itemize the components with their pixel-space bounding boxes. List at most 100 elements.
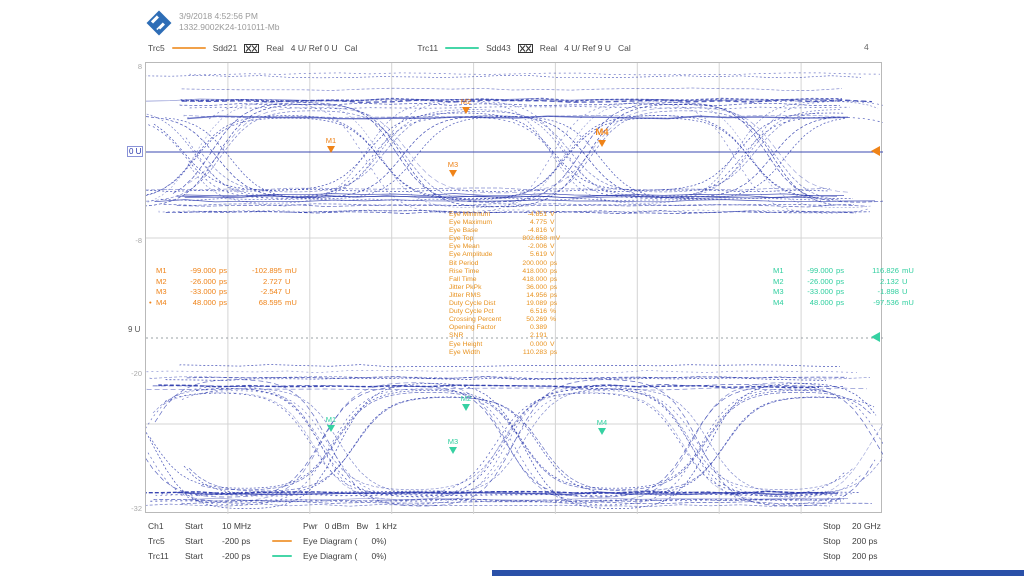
trace-color-swatch (272, 539, 292, 542)
marker-label: M3 (447, 437, 459, 446)
marker-triangle-icon (462, 107, 470, 114)
measurement-unit: % (550, 308, 557, 316)
marker-y-unit: mU (902, 266, 914, 275)
marker-active-indicator: • (149, 297, 152, 307)
marker-readout-row[interactable]: M3 -33.000 ps -2.547 U (149, 287, 302, 298)
measurement-value: 36.000 (526, 283, 547, 291)
trace-color-swatch (272, 554, 292, 557)
legend-trace-row[interactable]: Trc11 Sdd43 Real 4 U/ Ref 9 U Cal (417, 43, 630, 53)
stimulus-row[interactable]: Ch1 Start 10 MHz Pwr 0 dBm Bw 1 kHz Stop… (0, 518, 1024, 533)
measurement-label: Eye Top (449, 235, 474, 243)
marker-name: M4 (156, 297, 167, 307)
trc11-ref-level-label[interactable]: 9 U (128, 325, 141, 334)
measurement-label: Eye Minimum (449, 211, 491, 218)
stimulus-row[interactable]: Trc5 Start -200 ps Eye Diagram ( 0%) Sto… (0, 533, 1024, 548)
measurement-row: Fall Time 418.000 ps (449, 276, 563, 284)
measurement-unit: ps (550, 348, 558, 356)
legend-trace-row[interactable]: Trc5 Sdd21 Real 4 U/ Ref 0 U Cal (148, 43, 357, 53)
measurement-value: -4.851 (527, 211, 547, 218)
measurement-label: SNR (449, 332, 464, 340)
marker-y-unit: mU (285, 297, 297, 307)
measurement-unit: ps (550, 283, 558, 291)
marker-readout-row[interactable]: M4 48.000 ps -97.536 mU (766, 298, 919, 309)
measurement-unit: V (550, 251, 555, 259)
marker-active-indicator (149, 277, 156, 288)
marker-active-indicator (149, 287, 156, 298)
marker-name: M2 (156, 276, 167, 286)
eye-diagram-icon (517, 43, 533, 53)
measurement-unit: V (550, 340, 555, 348)
measurement-row: Eye Maximum 4.775 V (449, 219, 563, 227)
marker-readout-row[interactable]: M3 -33.000 ps -1.898 U (766, 287, 919, 298)
measurement-unit (547, 324, 563, 332)
y-axis-tick-label: -8 (135, 236, 142, 245)
eye-diagram-icon (244, 43, 260, 53)
marker-x-value: 48.000 (809, 297, 833, 307)
marker-readout-row[interactable]: M1 -99.000 ps 116.826 mU (766, 266, 919, 277)
measurement-label: Rise Time (449, 267, 480, 275)
measurement-value: 110.283 (522, 348, 547, 356)
marker-y-unit: mU (285, 266, 297, 275)
marker-readout-row[interactable]: • M4 48.000 ps 68.595 mU (149, 298, 302, 309)
start-value: -200 ps (222, 535, 251, 546)
marker-readout-row[interactable]: M1 -99.000 ps -102.895 mU (149, 266, 302, 277)
measurement-row: Eye Mean -2.006 V (449, 243, 563, 251)
trc11-ref-arrow-icon[interactable] (871, 332, 880, 342)
marker-x-value: 48.000 (192, 297, 216, 307)
marker-triangle-icon (327, 425, 335, 432)
marker-y-value: -2.547 (260, 287, 282, 297)
stop-keyword: Stop (823, 520, 841, 531)
measurement-value: 0.000 (529, 340, 547, 348)
marker-label: M1 (325, 415, 337, 424)
rohde-schwarz-logo (146, 10, 172, 36)
stimulus-row[interactable]: Trc11 Start -200 ps Eye Diagram ( 0%) St… (0, 548, 1024, 563)
marker-readout-row[interactable]: M2 -26.000 ps 2.727 U (149, 277, 302, 288)
y-axis-tick-label: -32 (131, 504, 142, 513)
marker-readout-row[interactable]: M2 -26.000 ps 2.132 U (766, 277, 919, 288)
channel-trace-label: Trc5 (148, 535, 165, 546)
marker-active-indicator (766, 266, 773, 277)
marker-x-unit: ps (219, 297, 228, 307)
trace-param-label: Sdd43 (486, 43, 511, 53)
measurement-value: 2.191 (529, 332, 547, 340)
trace-cal-label: Cal (617, 43, 631, 53)
marker-name: M1 (156, 266, 167, 275)
measurement-value: 6.516 (529, 308, 547, 316)
marker-label: M3 (447, 160, 459, 169)
marker-x-value: -33.000 (190, 287, 216, 297)
marker-name: M3 (156, 287, 167, 297)
measurement-value: 5.619 (529, 251, 547, 259)
trace-name-label: Trc5 (148, 43, 165, 53)
measurement-row: Eye Minimum -4.851 V (449, 211, 563, 219)
marker-label: M4 (596, 418, 608, 427)
marker-triangle-icon (598, 140, 606, 147)
measurement-unit: mV (550, 235, 561, 243)
marker-y-value: 116.826 (872, 266, 899, 275)
datetime-label: 3/9/2018 4:52:56 PM (179, 11, 258, 21)
trace-color-swatch (445, 47, 480, 49)
measurement-value: 802.658 (522, 235, 547, 243)
measurement-value: 418.000 (522, 267, 547, 275)
marker-triangle-icon (449, 447, 457, 454)
start-keyword: Start (185, 550, 203, 561)
trc11-marker-table: M1 -99.000 ps 116.826 mU M2 -26.000 ps 2… (766, 266, 919, 308)
marker-active-indicator (766, 287, 773, 298)
stimulus-bar: Ch1 Start 10 MHz Pwr 0 dBm Bw 1 kHz Stop… (0, 518, 1024, 563)
measurement-row: Bit Period 200.000 ps (449, 260, 563, 268)
trace-color-swatch (171, 47, 206, 49)
measurement-value: 50.269 (526, 316, 547, 324)
trc5-ref-arrow-icon[interactable] (871, 146, 880, 156)
trc5-ref-level-label[interactable]: 0 U (127, 146, 144, 157)
stop-value: 20 GHz (852, 520, 881, 531)
measurement-row: Eye Amplitude 5.619 V (449, 251, 563, 259)
trace-name-label: Trc11 (417, 43, 439, 53)
measurement-row: Jitter RMS 14.956 ps (449, 292, 563, 300)
measurement-value: -2.006 (527, 243, 547, 251)
measurement-label: Bit Period (449, 259, 479, 267)
marker-label: M4 (595, 127, 609, 138)
trace-param-label: Sdd21 (212, 43, 238, 53)
marker-x-unit: ps (219, 276, 228, 286)
marker-y-unit: U (902, 276, 908, 286)
diagram-area[interactable] (145, 62, 883, 514)
